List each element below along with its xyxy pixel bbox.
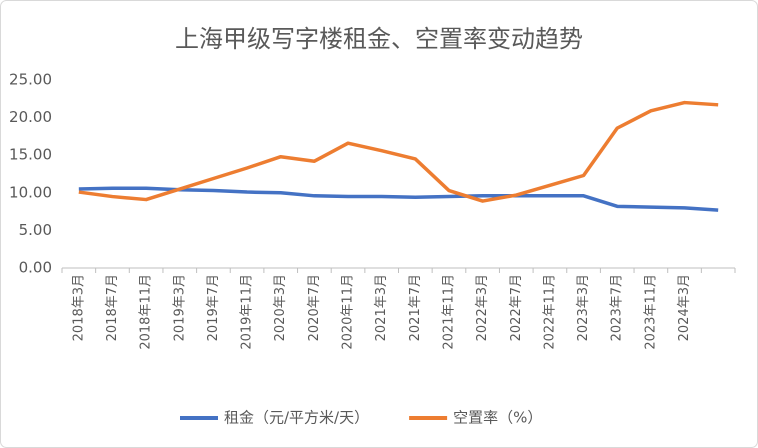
x-tick-label: 2021年3月 [374,274,389,341]
legend-label: 空置率（%） [453,409,542,427]
y-tick-label: 0.00 [19,259,52,277]
x-tick-label: 2022年11月 [542,274,557,350]
x-tick-label: 2021年11月 [441,274,456,350]
series-line [78,186,719,212]
x-tick-label: 2018年3月 [71,274,86,341]
series-line [78,100,719,203]
y-tick-label: 15.00 [9,146,52,164]
chart-title: 上海甲级写字楼租金、空置率变动趋势 [175,25,583,53]
x-tick-label: 2018年7月 [105,274,120,341]
y-tick-label: 5.00 [19,221,52,239]
x-tick-label: 2023年3月 [576,274,591,341]
x-tick-label: 2024年3月 [677,274,692,341]
y-tick-label: 20.00 [9,108,52,126]
x-tick-label: 2019年3月 [172,274,187,341]
x-tick-label: 2018年11月 [139,274,154,350]
legend-label: 租金（元/平方米/天） [224,409,369,427]
x-tick-label: 2021年7月 [408,274,423,341]
x-tick-label: 2019年11月 [240,274,255,350]
x-tick-label: 2022年7月 [509,274,524,341]
y-tick-label: 25.00 [9,71,52,89]
x-tick-label: 2020年11月 [341,274,356,350]
x-tick-label: 2023年11月 [643,274,658,350]
x-tick-label: 2019年7月 [206,274,221,341]
x-tick-label: 2023年7月 [610,274,625,341]
x-tick-label: 2022年3月 [475,274,490,341]
x-tick-label: 2020年3月 [273,274,288,341]
y-tick-label: 10.00 [9,183,52,201]
x-tick-label: 2020年7月 [307,274,322,341]
